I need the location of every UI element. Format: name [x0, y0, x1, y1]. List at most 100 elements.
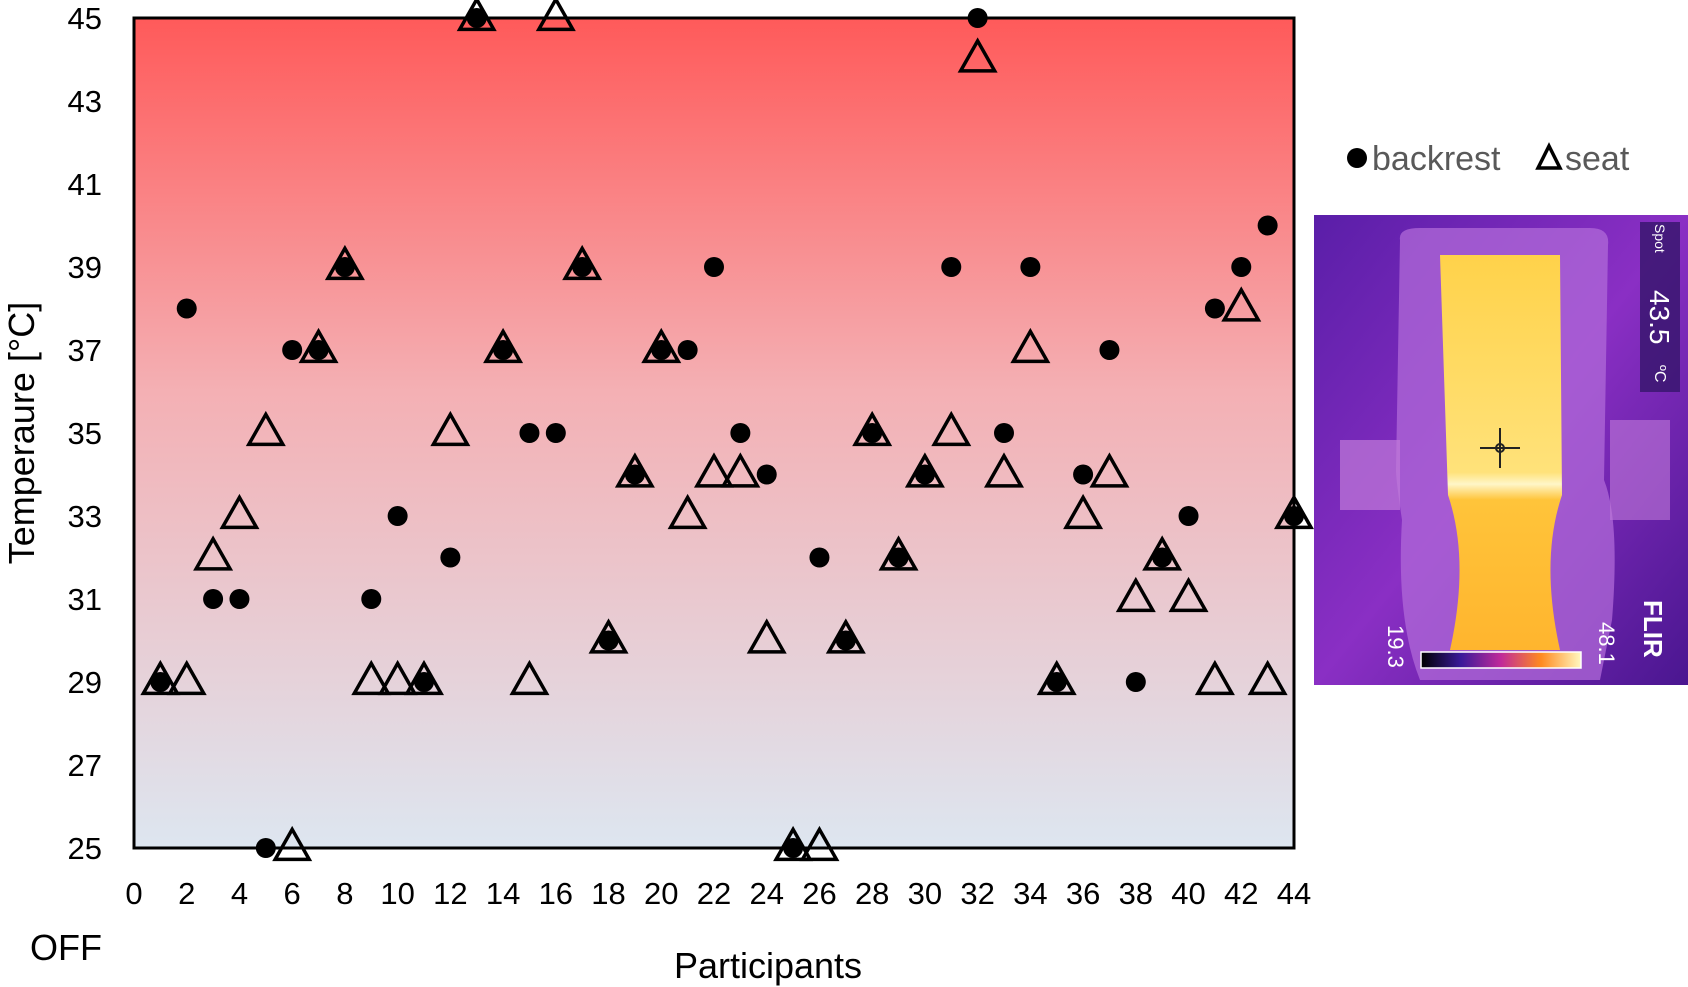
backrest-point [519, 423, 540, 443]
seat-point [799, 825, 840, 862]
scale-max-label: 48.1 [1594, 622, 1619, 665]
x-tick-label: 40 [1171, 876, 1205, 911]
x-axis-label: Participants [674, 945, 862, 986]
seat-point [377, 659, 418, 696]
seat-point [773, 825, 814, 862]
backrest-point [730, 423, 751, 443]
backrest-point [387, 506, 408, 526]
seat-point [852, 410, 893, 447]
legend-label-seat: seat [1565, 140, 1630, 178]
x-tick-label: 26 [802, 876, 836, 911]
backrest-point [1284, 506, 1304, 526]
x-tick-label: 6 [284, 876, 301, 911]
x-tick-label: 12 [433, 876, 467, 911]
x-tick-label: 32 [960, 876, 994, 911]
backrest-point [704, 257, 724, 277]
y-tick-label: 37 [68, 333, 102, 368]
seat-point [957, 37, 998, 73]
backrest-point [493, 340, 514, 360]
x-tick-label: 20 [644, 876, 678, 911]
seat-point [272, 825, 313, 862]
spot-panel [1640, 222, 1680, 392]
y-tick-label: 27 [68, 748, 102, 783]
scale-min-label: 19.3 [1383, 625, 1408, 668]
seat-point [245, 410, 286, 447]
backrest-point [888, 547, 909, 568]
x-extra-label: OFF [30, 927, 102, 968]
seat-point [324, 244, 365, 281]
backrest-point [651, 340, 672, 360]
backrest-point [914, 464, 935, 485]
backrest-point [783, 838, 804, 858]
backrest-point [862, 423, 883, 443]
x-tick-label: 18 [591, 876, 625, 911]
spot-unit: ºC [1651, 365, 1668, 382]
data-points [140, 0, 1315, 862]
seat-point [1063, 493, 1104, 530]
backrest-point [1125, 672, 1146, 692]
backrest-point [1099, 340, 1120, 360]
thermal-left-object [1340, 440, 1400, 510]
x-tick-label: 24 [749, 876, 783, 911]
backrest-point [1178, 506, 1199, 526]
backrest-point [545, 423, 566, 443]
x-tick-label: 16 [539, 876, 573, 911]
backrest-point [1204, 298, 1225, 319]
seat-point [904, 452, 945, 488]
backrest-point [572, 257, 593, 277]
backrest-point [203, 589, 224, 609]
seat-point [983, 452, 1025, 488]
y-tick-label: 41 [68, 167, 102, 202]
seat-point [878, 535, 919, 571]
x-axis-ticks: 0 2 4 6 8 10 12 14 16 18 20 22 24 26 28 30 32 34 36 38 40 42 4… [125, 876, 1311, 911]
seat-point [1273, 493, 1315, 530]
backrest-point [308, 340, 329, 360]
x-tick-label: 30 [908, 876, 942, 911]
x-tick-label: 38 [1119, 876, 1153, 911]
y-tick-label: 35 [68, 416, 102, 451]
backrest-point [255, 838, 276, 858]
seat-point [403, 659, 445, 696]
x-tick-label: 8 [336, 876, 353, 911]
legend-circle-marker [1347, 148, 1367, 168]
backrest-point [809, 547, 830, 568]
backrest-point [1046, 672, 1067, 692]
seat-point [219, 493, 260, 530]
x-tick-label: 42 [1224, 876, 1258, 911]
backrest-point [1257, 215, 1278, 236]
x-tick-label: 14 [486, 876, 520, 911]
seat-point [298, 327, 339, 364]
backrest-point [466, 8, 487, 28]
seat-point [509, 659, 550, 696]
seat-point [931, 410, 972, 447]
backrest-point [414, 672, 434, 692]
spot-value: 43.5 [1644, 290, 1675, 345]
seat-point [140, 659, 181, 696]
x-tick-label: 2 [178, 876, 195, 911]
backrest-point [440, 547, 461, 568]
backrest-point [756, 464, 777, 485]
thermal-image: Spot 43.5 ºC 19.3 48.1 FLIR [1314, 215, 1688, 685]
seat-point [483, 327, 524, 364]
y-tick-label: 31 [68, 582, 102, 617]
x-tick-label: 34 [1013, 876, 1047, 911]
x-tick-label: 36 [1066, 876, 1100, 911]
seat-point [193, 535, 234, 571]
seat-point [588, 618, 629, 654]
seat-point [430, 410, 471, 447]
spot-label: Spot [1652, 224, 1668, 253]
backrest-point [941, 257, 962, 277]
seat-point [1010, 327, 1051, 364]
plot-area [132, 16, 1296, 850]
backrest-point [1152, 547, 1173, 568]
backrest-point [1020, 257, 1041, 277]
seat-point [351, 659, 392, 696]
brand-logo: FLIR [1638, 600, 1668, 658]
seat-point [1221, 286, 1262, 322]
backrest-point [282, 340, 303, 360]
seat-point [166, 659, 207, 696]
y-tick-label: 39 [68, 250, 102, 285]
crosshair-icon [1480, 428, 1520, 468]
x-tick-label: 0 [125, 876, 142, 911]
